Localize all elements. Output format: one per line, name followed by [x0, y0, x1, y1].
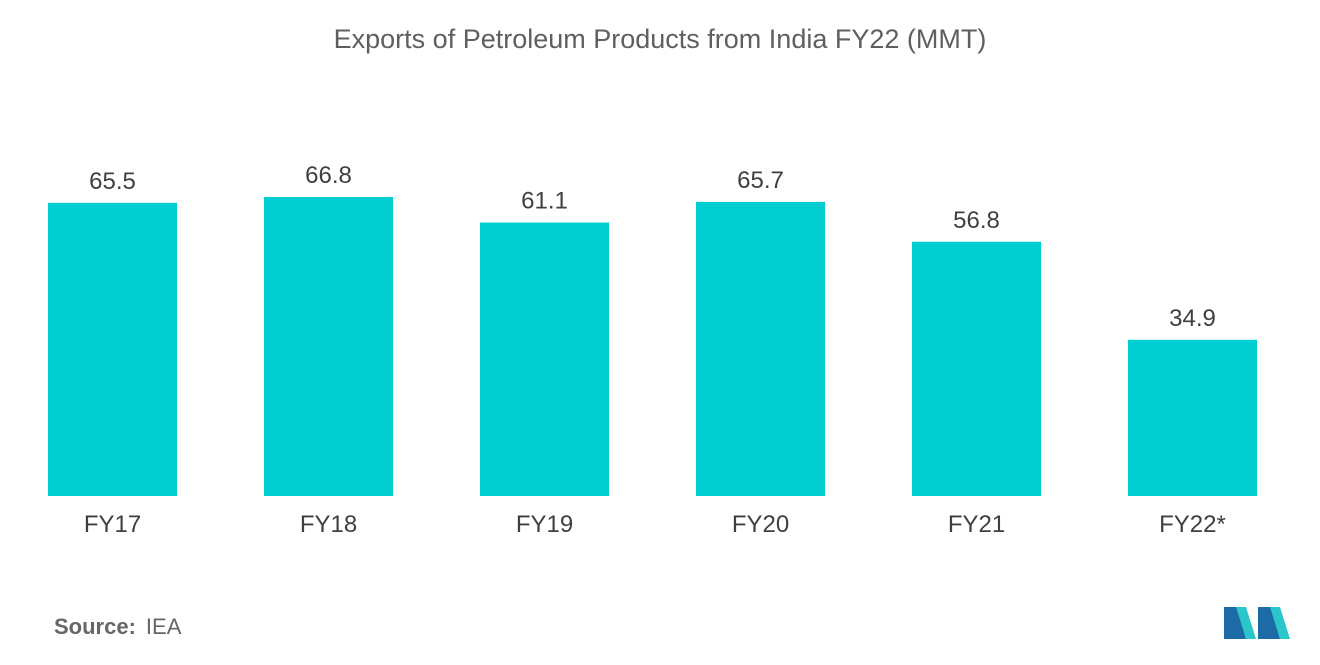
- bar-fy20: [696, 201, 825, 496]
- x-tick-label-fy20: FY20: [732, 511, 789, 538]
- x-tick-label-fy19: FY19: [516, 511, 573, 538]
- x-tick-label-fy18: FY18: [300, 511, 357, 538]
- value-label-fy21: 56.8: [953, 207, 1000, 234]
- bar-fy21: [912, 241, 1041, 496]
- bar-fy19: [480, 222, 609, 496]
- value-label-fy20: 65.7: [737, 167, 784, 194]
- x-tick-label-fy21: FY21: [948, 511, 1005, 538]
- chart-title: Exports of Petroleum Products from India…: [333, 24, 987, 54]
- value-label-fy18: 66.8: [305, 162, 352, 189]
- x-tick-label-fy17: FY17: [84, 511, 141, 538]
- bars-group: [48, 197, 1257, 497]
- value-label-fy17: 65.5: [89, 168, 136, 195]
- source-note: Source: IEA: [54, 614, 181, 640]
- x-tick-labels-group: FY17 FY18 FY19 FY20 FY21 FY22*: [84, 511, 1226, 538]
- value-label-fy19: 61.1: [521, 188, 568, 215]
- bar-fy17: [48, 202, 177, 497]
- source-value: IEA: [145, 614, 182, 639]
- bar-fy18: [264, 197, 393, 496]
- mordor-logo-icon: [1224, 607, 1290, 639]
- bar-fy22: [1128, 339, 1257, 496]
- source-label: Source:: [54, 614, 136, 639]
- value-labels-group: 65.5 66.8 61.1 65.7 56.8 34.9: [89, 162, 1216, 332]
- x-tick-label-fy22: FY22*: [1159, 511, 1226, 538]
- value-label-fy22: 34.9: [1169, 305, 1216, 332]
